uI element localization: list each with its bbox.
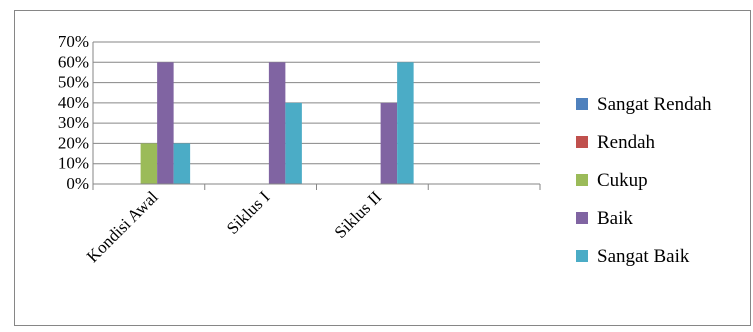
bars <box>140 62 414 184</box>
y-tick-label: 0% <box>66 174 89 193</box>
legend-label: Sangat Rendah <box>597 94 712 115</box>
y-tick-labels: 0%10% 20%30%40%50% 60%70% <box>58 32 89 193</box>
y-tick-label: 20% <box>58 133 89 152</box>
bar <box>380 102 398 184</box>
category-label: Siklus II <box>331 187 386 242</box>
y-tick-label: 50% <box>58 73 89 92</box>
legend-swatch <box>576 212 588 224</box>
bar <box>285 102 302 184</box>
bar <box>157 62 174 184</box>
bar <box>173 143 191 184</box>
category-label: Kondisi Awal <box>83 187 162 266</box>
legend-swatch <box>576 250 588 262</box>
legend-label: Sangat Baik <box>597 246 690 267</box>
legend-swatch <box>576 136 588 148</box>
bar <box>268 62 286 184</box>
legend-label: Rendah <box>597 132 656 153</box>
legend-swatch <box>576 174 588 186</box>
bar <box>397 62 414 184</box>
y-tick-label: 40% <box>58 93 89 112</box>
legend-swatch <box>576 98 588 110</box>
y-tick-label: 30% <box>58 113 89 132</box>
bar <box>140 143 158 184</box>
legend: Sangat Rendah Rendah Cukup Baik Sangat Baik <box>576 94 712 267</box>
category-labels: Kondisi Awal Siklus I Siklus II <box>83 187 386 266</box>
legend-label: Cukup <box>597 170 648 191</box>
legend-label: Baik <box>597 208 633 229</box>
y-tick-label: 70% <box>58 32 89 51</box>
y-tick-label: 10% <box>58 154 89 173</box>
category-label: Siklus I <box>223 187 274 238</box>
axes <box>92 42 541 190</box>
y-tick-label: 60% <box>58 52 89 71</box>
